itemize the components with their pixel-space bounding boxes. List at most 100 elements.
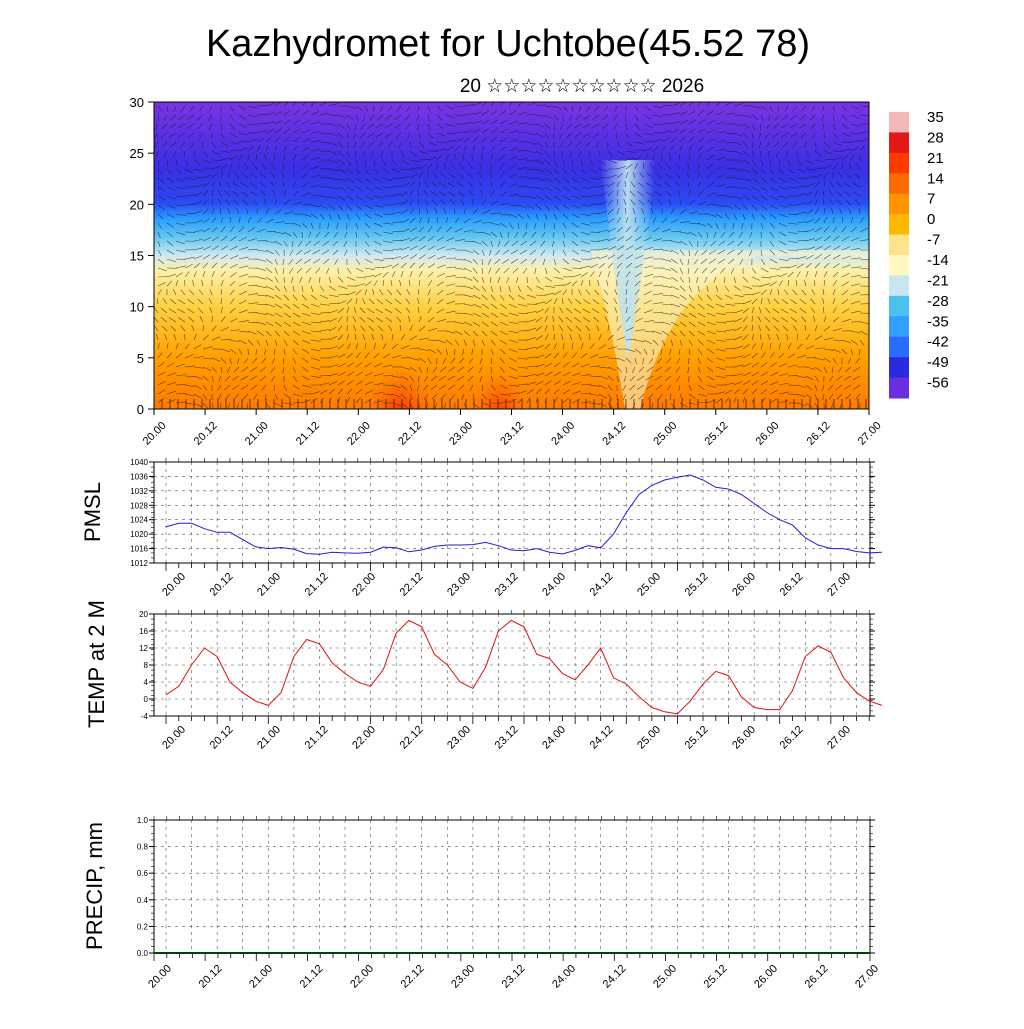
colorbar-swatch [889, 255, 909, 276]
pmsl-ylabel: PMSL [80, 482, 105, 542]
cross-section-xtick-label: 20.12 [192, 420, 220, 448]
colorbar-label: -35 [927, 313, 949, 330]
cross-section-xtick-label: 26.12 [805, 420, 833, 448]
xtick-label: 24.00 [550, 963, 578, 991]
cross-section-xtick-label: 24.12 [600, 420, 628, 448]
ytick-label: 20 [139, 610, 148, 619]
cross-section-yaxis: 0 5 10 15 20 25 30 [130, 95, 154, 417]
cross-section-ytick-label: 10 [130, 300, 144, 315]
ytick-label: 1016 [130, 545, 148, 554]
xtick-label: 21.00 [255, 724, 283, 752]
cross-section-ytick-label: 5 [137, 351, 144, 366]
ytick-label: 1.0 [137, 816, 149, 825]
ytick-label: 1020 [130, 530, 148, 539]
colorbar-swatch [889, 337, 909, 358]
colorbar-label: 7 [927, 191, 935, 208]
xtick-label: 21.12 [303, 724, 331, 752]
ytick-label: 12 [139, 644, 148, 653]
xtick-label: 20.12 [197, 963, 225, 991]
xtick-label: 22.12 [399, 963, 427, 991]
page-title: Kazhydromet for Uchtobe(45.52 78) [206, 23, 810, 65]
colorbar-swatch [889, 112, 909, 133]
xtick-label: 23.12 [493, 724, 521, 752]
ytick-label: 1032 [130, 487, 148, 496]
xtick-label: 26.00 [730, 724, 758, 752]
xtick-label: 26.00 [752, 963, 780, 991]
ytick-label: 0.0 [137, 949, 149, 958]
ytick-label: 1028 [130, 501, 148, 510]
cross-section-xtick-label: 20.00 [141, 420, 169, 448]
series-line [166, 475, 882, 554]
colorbar-label: 28 [927, 129, 944, 146]
cross-section-ytick-label: 15 [130, 249, 144, 264]
cross-section-ytick-label: 25 [130, 146, 144, 161]
ytick-label: 0.6 [137, 869, 149, 878]
plot-frame [154, 820, 870, 953]
precip-ylabel: PRECIP, mm [82, 822, 107, 950]
xtick-label: 23.12 [493, 571, 521, 599]
colorbar-swatch [889, 194, 909, 215]
cross-section-xtick-label: 21.12 [294, 420, 322, 448]
cross-section-xtick-label: 24.00 [549, 420, 577, 448]
colorbar-swatch [889, 153, 909, 174]
colorbar-label: -28 [927, 293, 949, 310]
colorbar-swatch [889, 214, 909, 235]
ytick-label: 1012 [130, 559, 148, 568]
xtick-label: 25.00 [651, 963, 679, 991]
xtick-label: 25.00 [635, 724, 663, 752]
cross-section-xtick-label: 25.00 [651, 420, 679, 448]
xtick-label: 21.00 [255, 571, 283, 599]
cross-section-ytick-label: 0 [137, 402, 144, 417]
xtick-label: 23.00 [445, 571, 473, 599]
xtick-label: 20.12 [208, 571, 236, 599]
xtick-label: 26.00 [730, 571, 758, 599]
colorbar-swatch [889, 378, 909, 399]
cross-section-ytick-label: 20 [130, 197, 144, 212]
ytick-label: 0.8 [137, 843, 149, 852]
ytick-label: 16 [139, 627, 148, 636]
colorbar-label: -14 [927, 252, 949, 269]
colorbar-label: -42 [927, 334, 949, 351]
colorbar-swatch [889, 132, 909, 153]
cross-section-xtick-label: 27.00 [856, 420, 884, 448]
colorbar-swatch [889, 316, 909, 337]
xtick-label: 21.00 [247, 963, 275, 991]
xtick-label: 23.00 [449, 963, 477, 991]
ytick-label: -4 [141, 712, 149, 721]
xtick-label: 21.12 [298, 963, 326, 991]
colorbar-label: 0 [927, 211, 935, 228]
cross-section-xtick-label: 22.00 [345, 420, 373, 448]
cross-section-ytick-label: 30 [130, 95, 144, 110]
xtick-label: 26.12 [803, 963, 831, 991]
colorbar-label: -7 [927, 232, 940, 249]
xtick-label: 22.12 [398, 571, 426, 599]
xtick-label: 20.12 [208, 724, 236, 752]
xtick-label: 25.12 [702, 963, 730, 991]
colorbar-label: -49 [927, 354, 949, 371]
cross-section-xtick-label: 23.12 [498, 420, 526, 448]
ytick-label: 8 [144, 661, 149, 670]
colorbar-label: 21 [927, 150, 944, 167]
ytick-label: 0.2 [137, 922, 149, 931]
xtick-label: 27.00 [825, 571, 853, 599]
colorbar-swatch [889, 235, 909, 256]
xtick-label: 24.00 [540, 571, 568, 599]
ytick-label: 1036 [130, 472, 148, 481]
xtick-label: 24.00 [540, 724, 568, 752]
colorbar-swatch [889, 296, 909, 317]
pmsl-panel: PMSL 1012101610201024102810321036104020.… [80, 458, 882, 599]
colorbar-swatch [889, 173, 909, 194]
temp-ylabel: TEMP at 2 M [84, 600, 109, 728]
ytick-label: 4 [144, 678, 149, 687]
xtick-label: 20.00 [160, 571, 188, 599]
xtick-label: 24.12 [588, 571, 616, 599]
colorbar-label: 14 [927, 170, 944, 187]
xtick-label: 24.12 [588, 724, 616, 752]
